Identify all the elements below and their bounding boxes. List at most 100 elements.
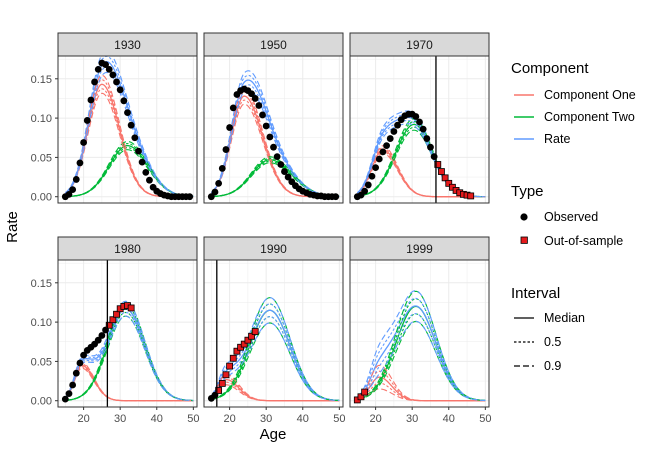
observed-point: [218, 165, 226, 172]
legend: Component Component One Component Two Ra…: [511, 60, 636, 373]
x-tick-label: 30: [114, 413, 126, 425]
facet-strip-label: 1980: [114, 242, 141, 256]
observed-point: [273, 153, 281, 161]
observed-point: [83, 117, 91, 124]
out-of-sample-point: [361, 388, 369, 396]
y-tick-label: 0.00: [31, 396, 52, 408]
out-of-sample-point: [127, 304, 135, 312]
legend-interval-title: Interval: [511, 285, 560, 302]
x-tick-label: 40: [297, 413, 309, 425]
x-tick-label: 20: [77, 413, 89, 425]
legend-out-of-sample-key: [520, 236, 528, 244]
observed-point: [69, 381, 77, 389]
panel-curves-1970: [353, 110, 486, 201]
rate-line-interval-09: [65, 71, 194, 198]
observed-point: [102, 61, 109, 69]
panel-plot-area: [350, 56, 489, 203]
rate-line-interval-09: [356, 290, 486, 401]
component-two-line-interval-09: [211, 297, 340, 401]
observed-point: [375, 155, 383, 163]
observed-point: [281, 168, 288, 175]
legend-median-label: Median: [544, 311, 585, 325]
observed-point: [120, 97, 128, 105]
out-of-sample-point: [251, 328, 259, 335]
observed-point: [423, 135, 431, 142]
observed-point: [116, 86, 124, 94]
rate-line-interval-09: [210, 297, 340, 401]
panel-1990: 1990 20 30 40 50: [203, 236, 345, 425]
facet-strip: [349, 236, 490, 261]
observed-point: [270, 143, 277, 151]
out-of-sample-point: [226, 362, 234, 370]
x-tick-label: 50: [333, 413, 345, 425]
x-tick-label: 40: [151, 413, 163, 425]
facet-strip-label: 1930: [114, 38, 141, 52]
y-tick-label: 0.15: [31, 74, 52, 86]
y-tick-label: 0.05: [31, 152, 52, 164]
rate-line-interval-09: [64, 315, 194, 402]
legend-observed-label: Observed: [544, 210, 598, 224]
observed-point: [383, 142, 390, 150]
rate-line-interval-09: [357, 320, 486, 402]
out-of-sample-point: [240, 340, 248, 348]
observed-point: [259, 111, 266, 119]
observed-point: [94, 65, 102, 73]
x-axis-label: Age: [260, 426, 287, 443]
observed-point: [72, 369, 80, 377]
observed-point: [65, 390, 73, 398]
out-of-sample-point: [215, 387, 223, 394]
x-tick-label: 30: [260, 413, 272, 425]
observed-point: [127, 121, 135, 129]
y-tick-label: 0.10: [31, 113, 52, 125]
component-one-line-interval-09: [211, 384, 340, 402]
panel-plot-area: [58, 260, 197, 407]
observed-point: [416, 118, 423, 126]
y-tick-label: 0.00: [31, 192, 52, 204]
component-two-line-interval-09: [65, 315, 194, 402]
observed-point: [76, 159, 84, 167]
out-of-sample-point: [467, 192, 475, 200]
observed-point: [186, 193, 194, 201]
facet-strip-label: 1970: [406, 38, 433, 52]
panel-1970: 1970: [349, 32, 490, 204]
observed-point: [368, 172, 376, 180]
facet-strip: [349, 32, 490, 57]
observed-point: [394, 121, 401, 129]
rate-line-interval-05: [357, 313, 486, 402]
observed-point: [94, 336, 102, 344]
out-of-sample-point: [244, 336, 252, 344]
panel-1950: 1950: [203, 32, 344, 204]
x-tick-label: 40: [443, 413, 455, 425]
legend-rate-label: Rate: [544, 132, 570, 146]
x-tick-label: 30: [406, 413, 418, 425]
panel-1999: 1999 20 30 40 50: [349, 236, 491, 425]
out-of-sample-point: [357, 393, 365, 401]
component-one-line-interval-09: [210, 373, 340, 402]
facet-strip-label: 1990: [260, 242, 287, 256]
component-one-line-interval-09: [357, 364, 486, 402]
x-tick-label: 20: [223, 413, 235, 425]
observed-point: [412, 113, 420, 120]
observed-point: [113, 78, 120, 86]
observed-point: [332, 193, 340, 201]
out-of-sample-point: [229, 354, 237, 362]
observed-point: [105, 65, 113, 73]
observed-point: [135, 147, 142, 155]
observed-point: [215, 179, 223, 187]
observed-point: [372, 164, 380, 172]
out-of-sample-point: [248, 332, 255, 340]
component-two-line-interval-09: [211, 322, 340, 402]
observed-point: [361, 187, 369, 195]
panel-plot-area: [58, 56, 197, 203]
observed-point: [131, 134, 139, 142]
x-tick-label: 50: [479, 413, 491, 425]
legend-component-title: Component: [511, 60, 589, 77]
out-of-sample-point: [113, 310, 120, 318]
observed-point: [284, 173, 292, 181]
panel-curves-1980: [61, 300, 194, 403]
observed-point: [262, 122, 270, 130]
out-of-sample-point: [434, 161, 442, 168]
observed-point: [386, 135, 394, 142]
panel-1980: 1980 0.00 0.05 0.10 0.15 20 30 40 50: [31, 236, 199, 425]
panel-curves-1950: [207, 70, 340, 201]
